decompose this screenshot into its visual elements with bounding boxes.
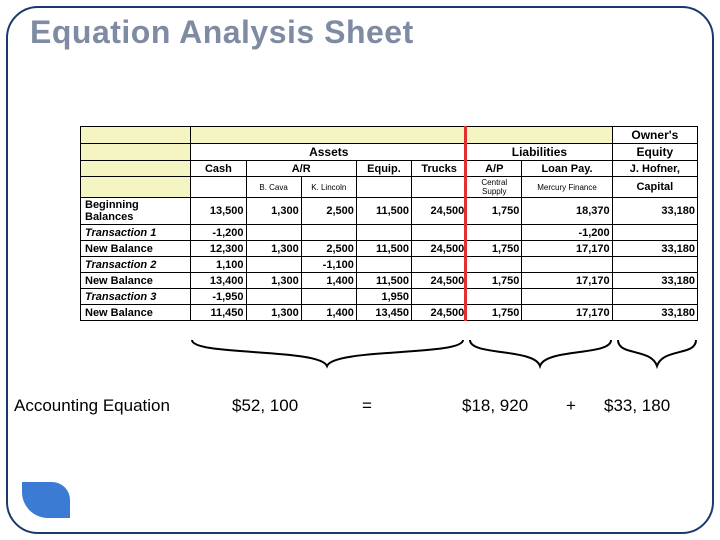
cell-capital: [612, 225, 697, 241]
table-row: Beginning Balances13,5001,3002,50011,500…: [81, 198, 698, 225]
cell-trucks: 24,500: [412, 198, 467, 225]
cell-loan: 17,170: [522, 305, 612, 321]
table-row: Transaction 21,100 -1,100: [81, 257, 698, 273]
sub-ar-klincoln: K. Lincoln: [301, 177, 356, 198]
row-label: New Balance: [81, 273, 191, 289]
brace-equity: [616, 338, 698, 378]
slide-title: Equation Analysis Sheet: [30, 14, 414, 51]
brace-assets: [190, 338, 465, 378]
table-row: New Balance13,4001,3001,40011,50024,5001…: [81, 273, 698, 289]
cell-loan: [522, 257, 612, 273]
equation-equity-total: $33, 180: [604, 396, 670, 416]
table-row: Transaction 3-1,950 1,950: [81, 289, 698, 305]
cell-ar1: 1,300: [246, 241, 301, 257]
cell-cash: -1,950: [191, 289, 246, 305]
equation-equals: =: [362, 396, 372, 416]
cell-trucks: [412, 225, 467, 241]
cell-trucks: [412, 257, 467, 273]
cell-capital: [612, 289, 697, 305]
braces-row: [80, 338, 698, 386]
cell-cash: 13,400: [191, 273, 246, 289]
cell-equip: 11,500: [356, 198, 411, 225]
cell-ar2: -1,100: [301, 257, 356, 273]
cell-ar1: 1,300: [246, 198, 301, 225]
cell-trucks: 24,500: [412, 241, 467, 257]
cell-cash: 12,300: [191, 241, 246, 257]
cell-equip: 13,450: [356, 305, 411, 321]
col-equip: Equip.: [356, 161, 411, 177]
cell-ar2: [301, 289, 356, 305]
assets-liabilities-divider: [464, 126, 467, 321]
cell-ar2: 2,500: [301, 241, 356, 257]
cell-trucks: [412, 289, 467, 305]
cell-equip: 11,500: [356, 273, 411, 289]
cell-cash: -1,200: [191, 225, 246, 241]
row-label: New Balance: [81, 241, 191, 257]
col-loan-pay: Loan Pay.: [522, 161, 612, 177]
table-row: New Balance12,3001,3002,50011,50024,5001…: [81, 241, 698, 257]
table-row: New Balance11,4501,3001,40013,45024,5001…: [81, 305, 698, 321]
sub-ar-bcava: B. Cava: [246, 177, 301, 198]
cell-ap: 1,750: [467, 198, 522, 225]
equation-liabilities-total: $18, 920: [462, 396, 528, 416]
cell-ap: [467, 257, 522, 273]
cell-loan: 17,170: [522, 273, 612, 289]
cell-capital: [612, 257, 697, 273]
cell-trucks: 24,500: [412, 273, 467, 289]
cell-cash: 13,500: [191, 198, 246, 225]
row-label: Transaction 3: [81, 289, 191, 305]
cell-equip: [356, 225, 411, 241]
header-liabilities: Liabilities: [467, 144, 612, 161]
cell-loan: 18,370: [522, 198, 612, 225]
header-owners-equity-2: Equity: [612, 144, 697, 161]
equation-label: Accounting Equation: [14, 396, 170, 416]
cell-ar2: 1,400: [301, 305, 356, 321]
cell-loan: -1,200: [522, 225, 612, 241]
equation-assets-total: $52, 100: [232, 396, 298, 416]
col-trucks: Trucks: [412, 161, 467, 177]
cell-ap: [467, 289, 522, 305]
equation-plus: +: [566, 396, 576, 416]
cell-trucks: 24,500: [412, 305, 467, 321]
cell-cash: 1,100: [191, 257, 246, 273]
col-cash: Cash: [191, 161, 246, 177]
cell-capital: 33,180: [612, 273, 697, 289]
sub-ap-central: Central Supply: [467, 177, 522, 198]
cell-ar1: 1,300: [246, 273, 301, 289]
cell-equip: 11,500: [356, 241, 411, 257]
cell-ap: 1,750: [467, 273, 522, 289]
row-label: Transaction 1: [81, 225, 191, 241]
cell-ar1: [246, 289, 301, 305]
cell-equip: 1,950: [356, 289, 411, 305]
cell-capital: 33,180: [612, 198, 697, 225]
col-ap: A/P: [467, 161, 522, 177]
header-owners-equity-1: Owner's: [612, 127, 697, 144]
cell-ar1: [246, 225, 301, 241]
cell-equip: [356, 257, 411, 273]
sub-loan-mercury: Mercury Finance: [522, 177, 612, 198]
header-assets: Assets: [191, 144, 467, 161]
col-capital-2: Capital: [612, 177, 697, 198]
cell-cash: 11,450: [191, 305, 246, 321]
cell-capital: 33,180: [612, 305, 697, 321]
cell-ap: 1,750: [467, 241, 522, 257]
cell-loan: [522, 289, 612, 305]
cell-ar2: 1,400: [301, 273, 356, 289]
col-capital-1: J. Hofner,: [612, 161, 697, 177]
cell-ar2: 2,500: [301, 198, 356, 225]
cell-loan: 17,170: [522, 241, 612, 257]
cell-ar1: 1,300: [246, 305, 301, 321]
brace-liabilities: [468, 338, 613, 378]
col-ar: A/R: [246, 161, 356, 177]
row-label: New Balance: [81, 305, 191, 321]
cell-ar2: [301, 225, 356, 241]
cell-ap: [467, 225, 522, 241]
row-label: Beginning Balances: [81, 198, 191, 225]
cell-ap: 1,750: [467, 305, 522, 321]
cell-ar1: [246, 257, 301, 273]
row-label: Transaction 2: [81, 257, 191, 273]
equation-analysis-table: Owner's Assets Liabilities Equity Cash A…: [80, 126, 698, 321]
table-row: Transaction 1-1,200-1,200: [81, 225, 698, 241]
cell-capital: 33,180: [612, 241, 697, 257]
